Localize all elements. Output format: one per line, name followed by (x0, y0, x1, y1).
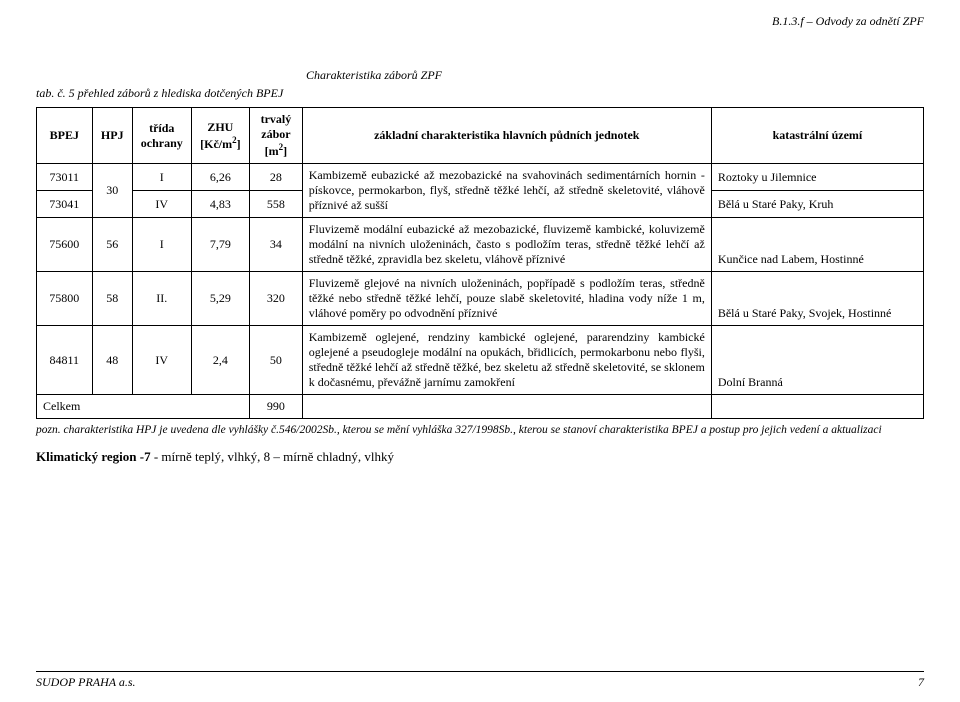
cell-kat: Bělá u Staré Paky, Svojek, Hostinné (711, 272, 923, 326)
table-row: 84811 48 IV 2,4 50 Kambizemě oglejené, r… (37, 326, 924, 395)
cell-zhu: 5,29 (191, 272, 250, 326)
table-row: 75600 56 I 7,79 34 Fluvizemě modální eub… (37, 218, 924, 272)
cell-zabor: 320 (250, 272, 303, 326)
cell-char: Fluvizemě modální eubazické až mezobazic… (302, 218, 711, 272)
cell-bpej: 84811 (37, 326, 93, 395)
cell-trida: IV (132, 191, 191, 218)
table-row: 75800 58 II. 5,29 320 Fluvizemě glejové … (37, 272, 924, 326)
table-header-row: BPEJ HPJ třída ochrany ZHU [Kč/m2] trval… (37, 108, 924, 164)
cell-empty (302, 395, 711, 419)
cell-char: Kambizemě oglejené, rendziny kambické og… (302, 326, 711, 395)
page-header-right: B.1.3.f – Odvody za odnětí ZPF (772, 14, 924, 29)
footer-rule (36, 671, 924, 672)
cell-bpej: 73041 (37, 191, 93, 218)
cell-hpj: 30 (92, 164, 132, 218)
col-katastr: katastrální území (711, 108, 923, 164)
col-zhu: ZHU [Kč/m2] (191, 108, 250, 164)
cell-trida: IV (132, 326, 191, 395)
cell-celkem-val: 990 (250, 395, 303, 419)
cell-kat: Kunčice nad Labem, Hostinné (711, 218, 923, 272)
cell-zabor: 558 (250, 191, 303, 218)
cell-char: Kambizemě eubazické až mezobazické na sv… (302, 164, 711, 218)
table-row: 73011 30 I 6,26 28 Kambizemě eubazické a… (37, 164, 924, 191)
cell-trida: I (132, 164, 191, 191)
cell-hpj: 56 (92, 218, 132, 272)
col-zabor: trvalý zábor [m2] (250, 108, 303, 164)
table-caption: tab. č. 5 přehled záborů z hlediska dotč… (36, 68, 306, 101)
table-row-total: Celkem 990 (37, 395, 924, 419)
col-trida: třída ochrany (132, 108, 191, 164)
cell-zabor: 34 (250, 218, 303, 272)
cell-empty (711, 395, 923, 419)
cell-bpej: 75800 (37, 272, 93, 326)
cell-kat: Dolní Branná (711, 326, 923, 395)
cell-hpj: 48 (92, 326, 132, 395)
cell-bpej: 75600 (37, 218, 93, 272)
cell-char: Fluvizemě glejové na nivních uloženinách… (302, 272, 711, 326)
cell-kat: Bělá u Staré Paky, Kruh (711, 191, 923, 218)
cell-zabor: 50 (250, 326, 303, 395)
characteristic-title: Charakteristika záborů ZPF (306, 68, 442, 83)
cell-celkem-label: Celkem (37, 395, 250, 419)
cell-zabor: 28 (250, 164, 303, 191)
table-footnote: pozn. charakteristika HPJ je uvedena dle… (36, 423, 924, 437)
cell-zhu: 7,79 (191, 218, 250, 272)
cell-trida: II. (132, 272, 191, 326)
col-bpej: BPEJ (37, 108, 93, 164)
cell-trida: I (132, 218, 191, 272)
footer-left: SUDOP PRAHA a.s. (36, 675, 136, 690)
col-zakladni: základní charakteristika hlavních půdníc… (302, 108, 711, 164)
cell-zhu: 6,26 (191, 164, 250, 191)
climatic-region-line: Klimatický region -7 - mírně teplý, vlhk… (36, 449, 924, 465)
cell-hpj: 58 (92, 272, 132, 326)
col-hpj: HPJ (92, 108, 132, 164)
cell-bpej: 73011 (37, 164, 93, 191)
cell-zhu: 4,83 (191, 191, 250, 218)
data-table: BPEJ HPJ třída ochrany ZHU [Kč/m2] trval… (36, 107, 924, 419)
cell-zhu: 2,4 (191, 326, 250, 395)
caption-row: tab. č. 5 přehled záborů z hlediska dotč… (36, 68, 924, 101)
cell-kat: Roztoky u Jilemnice (711, 164, 923, 191)
content-region: tab. č. 5 přehled záborů z hlediska dotč… (36, 68, 924, 465)
footer-page-number: 7 (918, 675, 924, 690)
